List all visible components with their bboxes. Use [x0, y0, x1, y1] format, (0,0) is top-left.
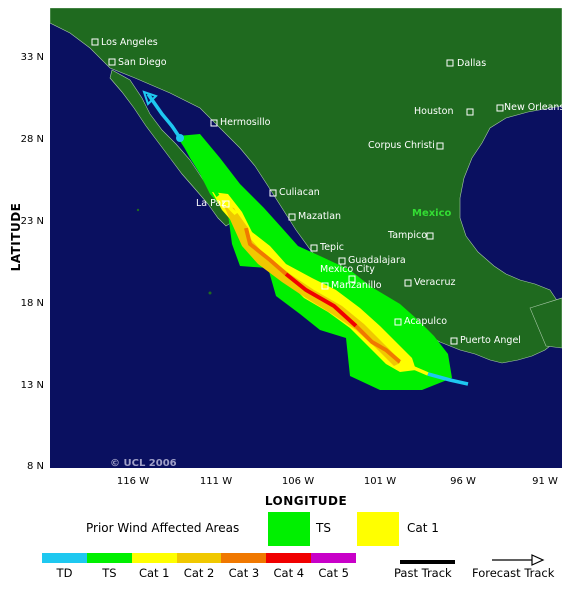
scale-label: TS	[102, 566, 117, 580]
y-axis-title: LATITUDE	[9, 202, 23, 272]
map-frame: Los Angeles San Diego Dallas Hermosillo Hous…	[50, 8, 562, 468]
city-marker	[496, 104, 504, 112]
scale-segment	[176, 553, 222, 563]
scale-segment	[266, 553, 312, 563]
longitude-tick-label: 106 W	[281, 476, 315, 487]
forecast-track-label: Forecast Track	[472, 566, 555, 580]
scale-segment	[221, 553, 267, 563]
category-scale-bar	[42, 553, 357, 563]
city-label: Corpus Christi	[368, 140, 435, 151]
city-marker	[466, 108, 474, 116]
city-label: La Paz	[196, 198, 227, 209]
country-label: Mexico	[412, 208, 452, 219]
mainland	[50, 8, 562, 364]
city-label: Veracruz	[414, 277, 456, 288]
scale-label: Cat 2	[183, 566, 215, 580]
past-track-cat4	[284, 272, 358, 328]
yucatan	[529, 297, 562, 349]
longitude-tick-label: 91 W	[532, 476, 558, 487]
city-marker	[446, 59, 454, 67]
scale-segment	[42, 553, 87, 563]
latitude-tick-label: 23 N	[20, 216, 44, 227]
forecast-arrow-head	[142, 90, 158, 106]
city-label: Guadalajara	[348, 255, 406, 266]
past-track-ts	[178, 137, 220, 197]
past-track-cat1b	[399, 360, 429, 376]
city-marker	[426, 232, 434, 240]
scale-label: Cat 4	[273, 566, 305, 580]
island	[208, 291, 212, 295]
longitude-tick-label: 96 W	[450, 476, 476, 487]
city-label: Dallas	[457, 58, 487, 69]
city-marker	[450, 337, 458, 345]
copyright: © UCL 2006	[110, 458, 177, 468]
legend-swatch-cat1	[357, 512, 399, 546]
scale-label: TD	[56, 566, 73, 580]
city-label: Culiacan	[279, 187, 320, 198]
baja-california	[109, 69, 233, 227]
legend-swatch-ts	[268, 512, 310, 546]
scale-label: Cat 5	[318, 566, 349, 580]
city-label: Los Angeles	[101, 37, 158, 48]
latitude-tick-label: 18 N	[20, 298, 44, 309]
city-marker	[310, 244, 318, 252]
city-label: New Orleans	[504, 102, 562, 113]
legend-label-cat1: Cat 1	[407, 521, 439, 535]
city-marker	[288, 213, 296, 221]
island	[136, 208, 140, 212]
city-marker	[404, 279, 412, 287]
city-marker	[210, 119, 218, 127]
city-label: Hermosillo	[220, 117, 271, 128]
city-label: Acapulco	[404, 316, 448, 327]
city-label: San Diego	[118, 57, 167, 68]
city-marker	[348, 275, 356, 283]
city-label: Mazatlan	[298, 211, 342, 222]
city-marker	[108, 58, 116, 66]
past-track-td-end	[427, 372, 469, 386]
scale-segment	[311, 553, 357, 563]
city-label: Houston	[414, 106, 454, 117]
past-track-label: Past Track	[394, 566, 452, 580]
latitude-tick-label: 28 N	[20, 134, 44, 145]
scale-label: Cat 1	[138, 566, 170, 580]
city-label: Puerto Angel	[460, 335, 521, 346]
past-track-cat2	[234, 212, 248, 230]
forecast-track-line	[149, 97, 181, 139]
city-marker	[394, 318, 402, 326]
forecast-sample-arrow	[531, 554, 545, 566]
forecast-track-sample	[492, 554, 545, 566]
city-label: Mexico City	[320, 264, 375, 275]
longitude-tick-label: 101 W	[363, 476, 397, 487]
city-label: Manzanillo	[331, 280, 382, 291]
city-marker	[436, 142, 444, 150]
city-label: Tepic	[320, 242, 344, 253]
latitude-tick-label: 33 N	[20, 52, 44, 63]
city-marker	[91, 38, 99, 46]
storm-map	[50, 8, 562, 468]
past-track-cat1	[216, 194, 238, 216]
scale-label: Cat 3	[228, 566, 260, 580]
city-label: Tampico	[388, 230, 428, 241]
past-track-cat3b	[354, 324, 402, 364]
ts-swath	[178, 134, 452, 390]
latitude-tick-label: 8 N	[26, 461, 44, 472]
longitude-tick-label: 111 W	[199, 476, 233, 487]
scale-segment	[86, 553, 132, 563]
city-marker	[269, 189, 277, 197]
island	[170, 156, 174, 160]
city-marker	[222, 200, 230, 208]
past-track-sample	[400, 560, 455, 564]
city-marker	[338, 257, 346, 265]
city-markers	[91, 38, 504, 345]
scale-segment	[131, 553, 177, 563]
past-track-cat3	[244, 227, 288, 276]
latitude-tick-label: 13 N	[20, 380, 44, 391]
legend-label-ts: TS	[316, 521, 331, 535]
x-axis-title: LONGITUDE	[264, 494, 348, 508]
legend-prior-title: Prior Wind Affected Areas	[86, 521, 240, 535]
city-marker	[321, 282, 329, 290]
longitude-tick-label: 116 W	[116, 476, 150, 487]
